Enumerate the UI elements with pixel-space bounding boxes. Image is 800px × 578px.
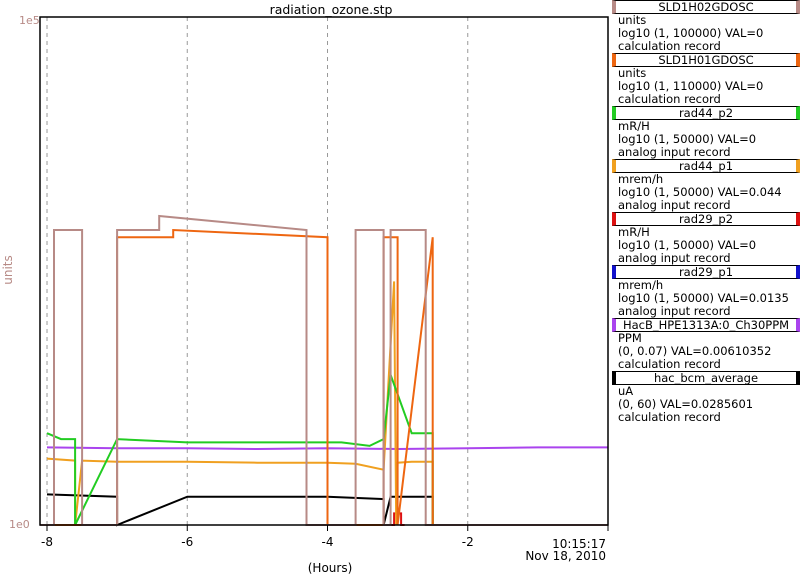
legend-record: analog input record — [618, 304, 731, 318]
legend-record: analog input record — [618, 145, 731, 159]
legend-record: calculation record — [618, 357, 721, 371]
series-line-sld1h01gdosc — [40, 228, 608, 526]
legend-entry: SLD1H01GDOSC units log10 (1, 110000) VAL=0… — [612, 53, 800, 106]
series-line-sld1h02gdosc — [40, 214, 608, 526]
legend-record: calculation record — [618, 39, 721, 53]
legend-scale: (0, 0.07) VAL=0.00610352 — [618, 344, 772, 358]
legend-unit: mR/H — [618, 119, 650, 133]
legend-scale: log10 (1, 50000) VAL=0.0135 — [618, 291, 789, 305]
legend-scale: (0, 60) VAL=0.0285601 — [618, 397, 754, 411]
legend-scale: log10 (1, 50000) VAL=0 — [618, 238, 757, 252]
legend-scale: log10 (1, 50000) VAL=0.044 — [618, 185, 782, 199]
y-axis-top-label: 1e5 — [19, 14, 40, 27]
legend-unit: units — [618, 66, 647, 80]
legend-scale: log10 (1, 100000) VAL=0 — [618, 26, 764, 40]
y-axis-title: units — [1, 255, 15, 285]
legend-entry: rad44_p1 mrem/h log10 (1, 50000) VAL=0.044… — [612, 159, 800, 212]
legend-unit: mrem/h — [618, 278, 664, 292]
legend-record: analog input record — [618, 251, 731, 265]
end-time-label: 10:15:17 — [552, 537, 606, 551]
legend-entry: rad29_p1 mrem/h log10 (1, 50000) VAL=0.013… — [612, 265, 800, 318]
y-axis-bottom-label: 1e0 — [9, 518, 30, 531]
legend-scale: log10 (1, 110000) VAL=0 — [618, 79, 764, 93]
legend-entry: HacB_HPE1313A:0_Ch30PPM PPM (0, 0.07) VAL=… — [612, 318, 800, 371]
legend-series-name[interactable]: rad29_p2 — [612, 212, 800, 226]
x-axis-title: (Hours) — [308, 561, 353, 575]
x-axis: -8 -6 -4 -2 — [41, 525, 609, 549]
legend-entry: rad44_p2 mR/H log10 (1, 50000) VAL=0 analog… — [612, 106, 800, 159]
legend-record: calculation record — [618, 410, 721, 424]
legend-series-name[interactable]: hac_bcm_average — [612, 371, 800, 385]
chart: radiation_ozone.stp 1e5 1e0 units -8 -6 -4… — [1, 2, 609, 575]
legend: SLD1H02GDOSC units log10 (1, 100000) VAL=0… — [612, 0, 800, 424]
legend-series-name[interactable]: rad44_p1 — [612, 159, 800, 173]
x-tick-label: -4 — [322, 535, 334, 549]
legend-record: calculation record — [618, 92, 721, 106]
legend-series-name[interactable]: rad29_p1 — [612, 265, 800, 279]
series-layer — [40, 214, 608, 527]
legend-unit: units — [618, 13, 647, 27]
legend-series-name[interactable]: rad44_p2 — [612, 106, 800, 120]
legend-unit: mrem/h — [618, 172, 664, 186]
x-tick-label: -6 — [181, 535, 193, 549]
legend-record: analog input record — [618, 198, 731, 212]
plot-frame — [39, 16, 609, 526]
legend-series-name[interactable]: HacB_HPE1313A:0_Ch30PPM — [612, 318, 800, 332]
x-tick-label: -8 — [41, 535, 53, 549]
legend-series-name[interactable]: SLD1H02GDOSC — [612, 0, 800, 14]
legend-entry: rad29_p2 mR/H log10 (1, 50000) VAL=0 analog… — [612, 212, 800, 265]
end-date-label: Nov 18, 2010 — [525, 549, 606, 563]
legend-unit: uA — [618, 384, 634, 398]
chart-title: radiation_ozone.stp — [270, 2, 393, 17]
legend-unit: mR/H — [618, 225, 650, 239]
legend-series-name[interactable]: SLD1H01GDOSC — [612, 53, 800, 67]
legend-entry: hac_bcm_average uA (0, 60) VAL=0.0285601 ca… — [612, 371, 800, 424]
x-tick-label: -2 — [462, 535, 474, 549]
legend-scale: log10 (1, 50000) VAL=0 — [618, 132, 757, 146]
legend-unit: PPM — [618, 331, 642, 345]
legend-entry: SLD1H02GDOSC units log10 (1, 100000) VAL=0… — [612, 0, 800, 53]
